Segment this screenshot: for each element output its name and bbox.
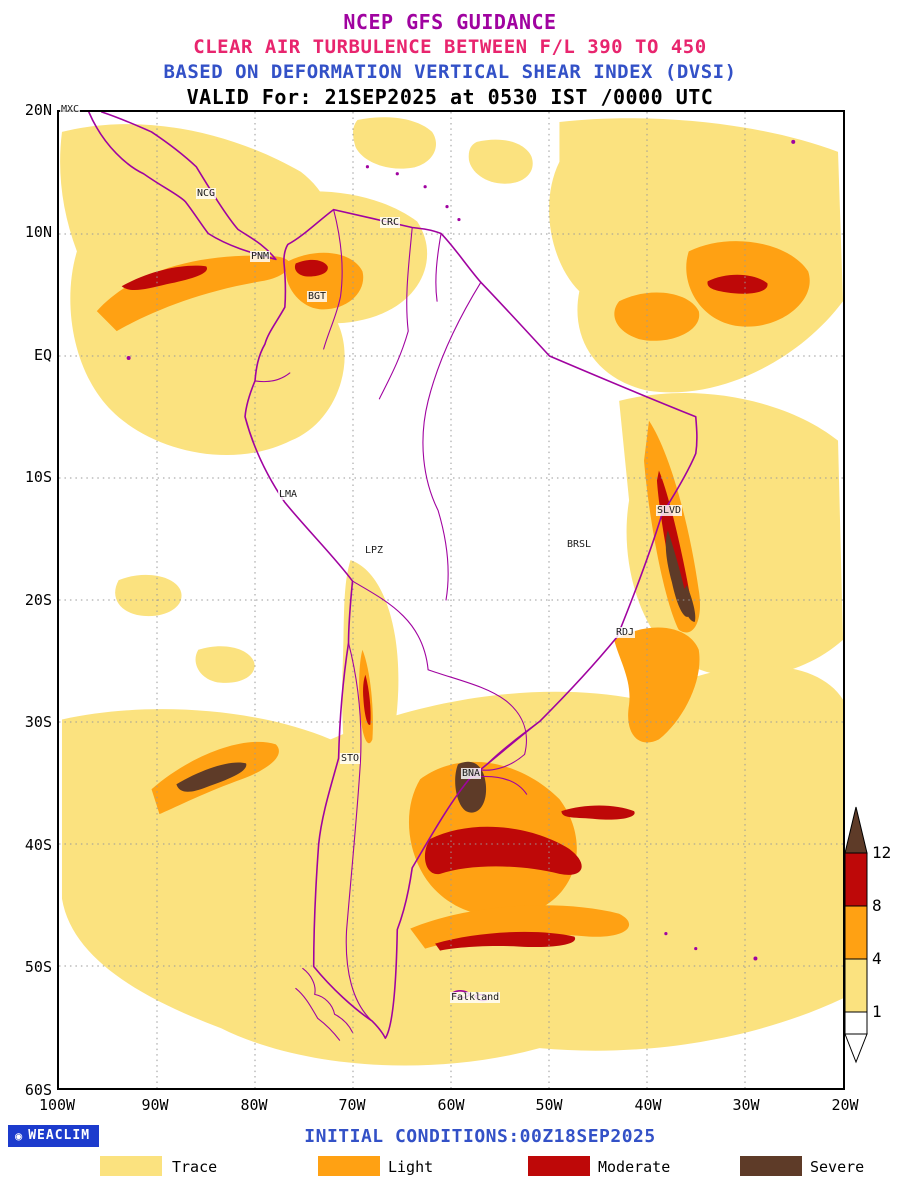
legend-swatch-trace [100, 1156, 162, 1176]
lon-tick: 30W [732, 1096, 760, 1114]
lat-tick: EQ [33, 346, 52, 364]
city-label: BRSL [566, 539, 593, 550]
lat-tick: 40S [24, 836, 52, 854]
legend-label-light: Light [388, 1158, 434, 1176]
lon-tick: 70W [338, 1096, 366, 1114]
city-label: PNM [250, 251, 271, 262]
lon-tick: 20W [831, 1096, 859, 1114]
city-label: BGT [307, 291, 328, 302]
city-label: NCG [196, 188, 217, 199]
city-label: STO [340, 753, 361, 764]
lat-tick: 50S [24, 958, 52, 976]
country-borders [254, 209, 541, 1041]
city-label: Falkland [450, 992, 501, 1003]
lat-tick: 10S [24, 468, 52, 486]
lat-tick: 10N [24, 223, 52, 241]
city-label: BNA [461, 768, 482, 779]
title-line-1: NCEP GFS GUIDANCE [343, 10, 557, 34]
lon-tick: 60W [437, 1096, 465, 1114]
title-line-2: CLEAR AIR TURBULENCE BETWEEN F/L 390 TO … [193, 36, 707, 58]
turbulence-moderate-layer [121, 259, 768, 951]
initial-conditions-text: INITIAL CONDITIONS:00Z18SEP2025 [304, 1126, 656, 1147]
lon-tick: 100W [38, 1096, 76, 1114]
colorbar-tick: 8 [872, 896, 882, 915]
city-label: SLVD [656, 505, 683, 516]
title-line-4: VALID For: 21SEP2025 at 0530 IST /0000 U… [186, 85, 714, 109]
grid-layer [59, 112, 843, 1088]
colorbar-tick: 4 [872, 949, 882, 968]
lat-tick: 20N [24, 101, 52, 119]
colorbar [844, 806, 868, 1064]
legend-swatch-light [318, 1156, 380, 1176]
legend-label-moderate: Moderate [598, 1158, 671, 1176]
lat-tick: 30S [24, 713, 52, 731]
title-line-3: BASED ON DEFORMATION VERTICAL SHEAR INDE… [163, 61, 737, 83]
city-label: LPZ [364, 545, 385, 556]
lon-tick: 40W [634, 1096, 662, 1114]
legend-label-severe: Severe [810, 1158, 865, 1176]
city-label: MXC [60, 104, 81, 115]
colorbar-tick: 12 [872, 843, 892, 862]
lat-tick: 60S [24, 1081, 52, 1099]
city-label: CRC [380, 217, 401, 228]
lat-tick: 20S [24, 591, 52, 609]
weaclim-logo-text: WEACLIM [28, 1128, 91, 1143]
lon-tick: 90W [141, 1096, 169, 1114]
legend-swatch-moderate [528, 1156, 590, 1176]
legend-swatch-severe [740, 1156, 802, 1176]
map-frame [57, 110, 845, 1090]
weaclim-badge: ◉ WEACLIM [8, 1125, 100, 1147]
island-marks [126, 139, 796, 961]
lon-tick: 50W [535, 1096, 563, 1114]
legend-label-trace: Trace [172, 1158, 218, 1176]
city-label: LMA [278, 489, 299, 500]
lon-tick: 80W [240, 1096, 268, 1114]
city-label: RDJ [615, 627, 636, 638]
weaclim-logo-icon: ◉ [15, 1128, 24, 1143]
map-svg [59, 112, 843, 1088]
colorbar-tick: 1 [872, 1002, 882, 1021]
